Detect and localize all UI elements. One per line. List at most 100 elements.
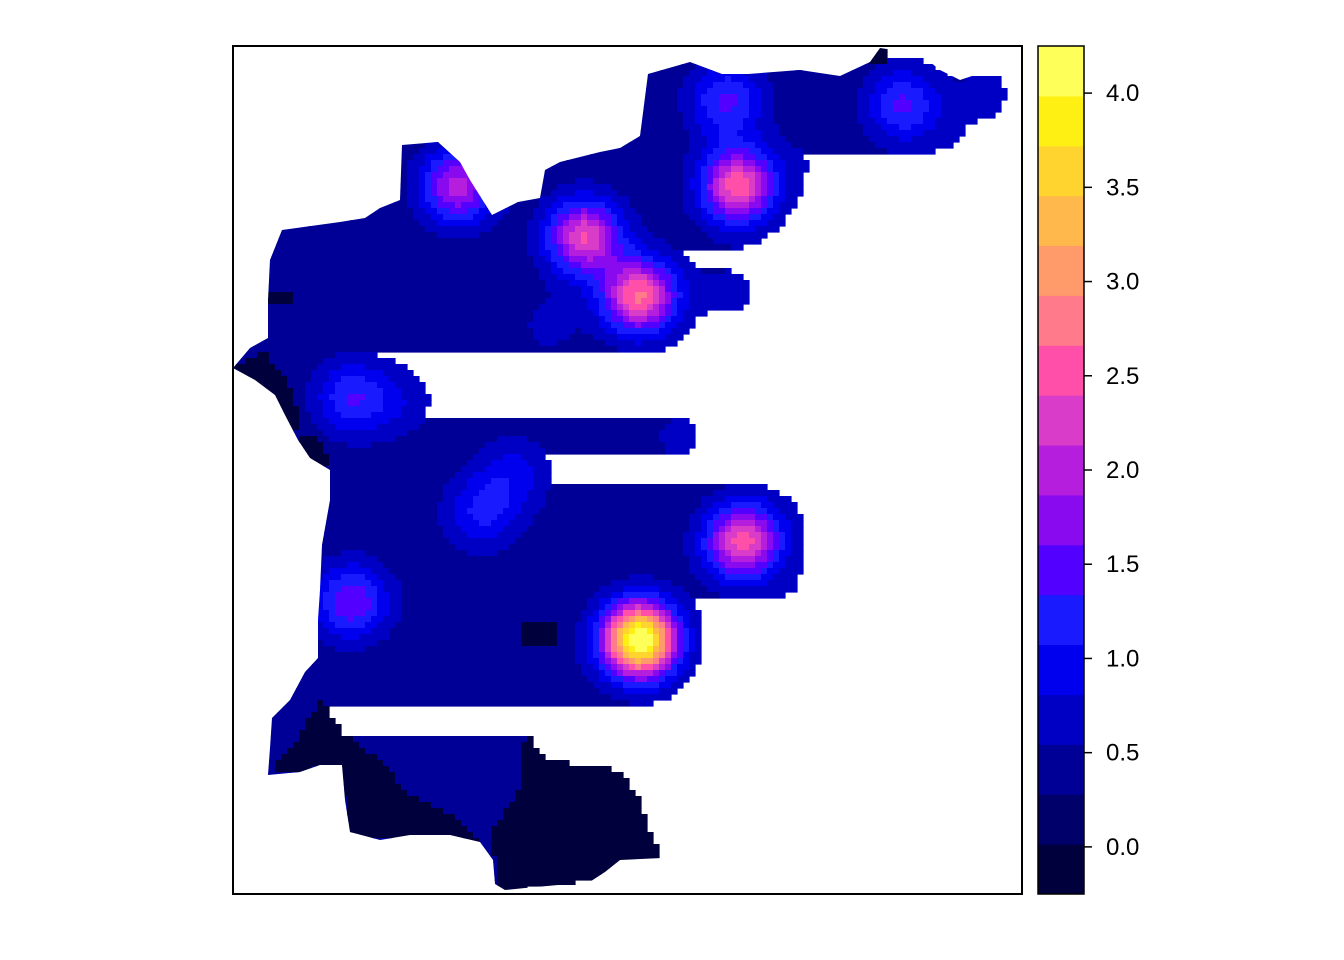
raster-cell (725, 532, 738, 539)
raster-cell (911, 70, 948, 77)
raster-cell (623, 214, 642, 221)
raster-cell (233, 544, 456, 551)
raster-cell (773, 190, 780, 197)
raster-cell (659, 280, 666, 287)
raster-cell (389, 592, 402, 599)
raster-cell (773, 526, 780, 533)
raster-cell (683, 154, 702, 161)
raster-cell (593, 310, 600, 317)
raster-cell (233, 286, 546, 293)
raster-cell (755, 508, 768, 515)
raster-cell (767, 70, 870, 77)
raster-cell (677, 676, 690, 683)
raster-cell (695, 544, 702, 551)
raster-cell (671, 292, 678, 299)
raster-cell (473, 454, 504, 461)
raster-cell (521, 784, 630, 791)
raster-cell (923, 94, 942, 101)
raster-cell (293, 430, 324, 437)
raster-cell (623, 268, 642, 275)
raster-cell (755, 538, 762, 545)
raster-cell (449, 208, 468, 215)
raster-cell (767, 142, 792, 149)
raster-cell (485, 466, 534, 473)
raster-cell (323, 604, 336, 611)
raster-cell (695, 112, 708, 119)
raster-cell (593, 664, 600, 671)
raster-cell (443, 490, 462, 497)
raster-cell (407, 400, 432, 407)
raster-cell (689, 298, 750, 305)
raster-cell (509, 208, 534, 215)
raster-cell (737, 94, 750, 101)
raster-cell (431, 178, 438, 185)
raster-cell (683, 532, 696, 539)
raster-cell (731, 538, 756, 545)
raster-cell (725, 214, 750, 221)
raster-cell (755, 556, 768, 563)
raster-cell (581, 286, 594, 293)
raster-cell (761, 568, 768, 575)
raster-cell (713, 82, 744, 89)
raster-cell (593, 646, 600, 653)
raster-cell (425, 190, 432, 197)
raster-cell (869, 52, 888, 59)
raster-cell (857, 118, 876, 125)
raster-cell (635, 676, 648, 683)
raster-cell (389, 598, 402, 605)
raster-cell (533, 208, 546, 215)
raster-cell (713, 214, 726, 221)
raster-cell (689, 562, 702, 569)
raster-cell (275, 760, 384, 767)
raster-cell (635, 232, 654, 239)
raster-cell (767, 556, 774, 563)
raster-cell (317, 394, 330, 401)
raster-cell (677, 274, 684, 281)
raster-cell (635, 208, 684, 215)
raster-cell (599, 226, 606, 233)
raster-cell (329, 418, 390, 425)
raster-cell (545, 256, 552, 263)
raster-cell (569, 214, 582, 221)
raster-cell (935, 118, 978, 125)
raster-cell (347, 616, 354, 623)
raster-cell (743, 118, 756, 125)
raster-cell (623, 298, 636, 305)
raster-cell (653, 292, 660, 299)
raster-cell (551, 238, 558, 245)
raster-cell (233, 472, 456, 479)
raster-cell (557, 628, 576, 635)
raster-cell (749, 544, 762, 551)
raster-cell (707, 520, 714, 527)
raster-cell (569, 256, 588, 263)
raster-cell (773, 172, 780, 179)
raster-cell (239, 370, 282, 377)
raster-cell (707, 106, 720, 113)
raster-cell (767, 154, 780, 161)
raster-cell (503, 814, 648, 821)
raster-cell (233, 310, 534, 317)
raster-cell (689, 280, 750, 287)
raster-cell (659, 616, 666, 623)
raster-cell (665, 670, 678, 677)
raster-cell (605, 616, 612, 623)
raster-cell (365, 592, 378, 599)
raster-cell (665, 262, 678, 269)
raster-cell (623, 604, 636, 611)
colorbar-tick-label: 4.0 (1106, 80, 1139, 107)
raster-cell (695, 634, 702, 641)
raster-cell (659, 292, 666, 299)
raster-cell (719, 202, 726, 209)
raster-cell (707, 208, 714, 215)
raster-cell (683, 184, 690, 191)
raster-cell (473, 514, 498, 521)
raster-cell (491, 208, 510, 215)
raster-cell (725, 568, 762, 575)
raster-cell (767, 190, 774, 197)
raster-cell (341, 550, 366, 557)
raster-cell (611, 310, 618, 317)
raster-cell (233, 664, 582, 671)
raster-cell (641, 262, 654, 269)
raster-cell (749, 148, 762, 155)
raster-cell (605, 604, 612, 611)
